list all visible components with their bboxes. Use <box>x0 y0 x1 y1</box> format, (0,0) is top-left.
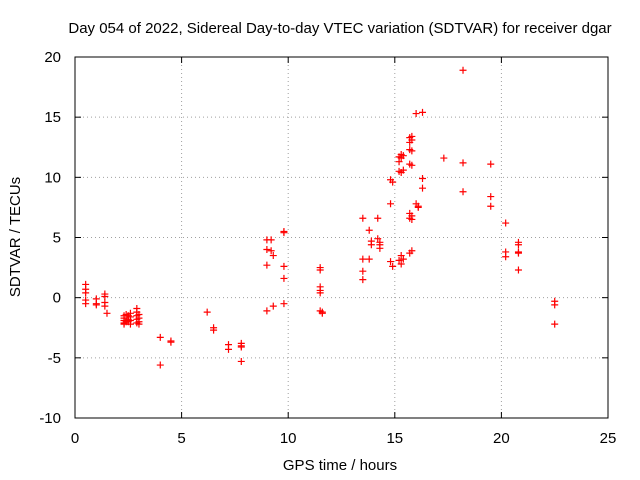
data-point <box>82 300 90 308</box>
data-point <box>387 258 395 266</box>
data-points <box>82 66 559 369</box>
data-point <box>359 255 367 263</box>
data-point <box>412 110 420 118</box>
data-point <box>267 247 275 255</box>
data-point <box>514 241 522 249</box>
data-point <box>419 108 427 116</box>
data-point <box>389 178 397 186</box>
data-point <box>502 219 510 227</box>
y-axis-label: SDTVAR / TECUs <box>7 177 24 297</box>
data-point <box>408 247 416 255</box>
data-point <box>365 226 373 234</box>
data-point <box>210 326 218 334</box>
data-point <box>408 215 416 223</box>
y-tick-label: 0 <box>53 290 61 307</box>
data-point <box>101 292 109 300</box>
data-point <box>237 343 245 351</box>
data-point <box>267 236 275 244</box>
y-tick-label: 20 <box>44 49 61 66</box>
data-point <box>126 320 134 328</box>
data-point <box>389 262 397 270</box>
data-point <box>502 253 510 261</box>
data-point <box>399 166 407 174</box>
data-point <box>408 136 416 144</box>
data-point <box>135 320 143 328</box>
data-point <box>459 188 467 196</box>
y-tick-label: -10 <box>39 410 61 427</box>
y-tick-labels: -10 -5 0 5 10 15 20 <box>39 49 61 427</box>
data-point <box>459 66 467 74</box>
data-point <box>263 246 271 254</box>
data-point <box>440 154 448 162</box>
data-point <box>408 147 416 155</box>
data-point <box>397 260 405 268</box>
data-point <box>280 262 288 270</box>
data-point <box>419 175 427 183</box>
data-point <box>399 152 407 160</box>
x-tick-labels: 0 5 10 15 20 25 <box>71 430 617 447</box>
plot-frame <box>74 56 609 419</box>
data-point <box>237 357 245 365</box>
y-tick-label: -5 <box>48 350 61 367</box>
data-point <box>387 200 395 208</box>
data-point <box>318 309 326 317</box>
data-point <box>263 261 271 269</box>
data-point <box>280 274 288 282</box>
data-point <box>419 184 427 192</box>
data-point <box>359 267 367 275</box>
chart-title: Day 054 of 2022, Sidereal Day-to-day VTE… <box>68 20 611 37</box>
data-point <box>514 249 522 257</box>
data-point <box>269 252 277 260</box>
data-point <box>376 244 384 252</box>
data-point <box>92 301 100 309</box>
data-point <box>551 320 559 328</box>
data-point <box>316 289 324 297</box>
data-point <box>203 308 211 316</box>
data-point <box>280 229 288 237</box>
data-point <box>395 158 403 166</box>
data-point <box>551 301 559 309</box>
data-point <box>225 345 233 353</box>
data-point <box>374 235 382 243</box>
x-tick-label: 20 <box>493 430 510 447</box>
data-point <box>397 252 405 260</box>
data-point <box>82 289 90 297</box>
axis-ticks <box>74 56 609 419</box>
data-point <box>514 266 522 274</box>
x-tick-label: 10 <box>280 430 297 447</box>
data-point <box>156 333 164 341</box>
x-tick-label: 15 <box>386 430 403 447</box>
data-point <box>316 266 324 274</box>
data-point <box>103 309 111 317</box>
data-point <box>487 160 495 168</box>
x-tick-label: 25 <box>600 430 617 447</box>
data-point <box>269 302 277 310</box>
y-tick-label: 15 <box>44 109 61 126</box>
x-axis-label: GPS time / hours <box>283 457 397 474</box>
data-point <box>280 300 288 308</box>
x-tick-label: 5 <box>177 430 185 447</box>
data-point <box>487 193 495 201</box>
data-point <box>399 255 407 263</box>
data-point <box>459 159 467 167</box>
data-point <box>365 255 373 263</box>
data-point <box>487 202 495 210</box>
data-point <box>359 276 367 284</box>
data-point <box>101 302 109 310</box>
data-point <box>263 307 271 315</box>
data-point <box>374 214 382 222</box>
data-point <box>359 214 367 222</box>
y-tick-label: 10 <box>44 169 61 186</box>
data-point <box>156 361 164 369</box>
data-point <box>408 161 416 169</box>
x-tick-label: 0 <box>71 430 79 447</box>
data-point <box>395 256 403 264</box>
data-point <box>367 241 375 249</box>
grid-lines <box>75 57 608 418</box>
y-tick-label: 5 <box>53 230 61 247</box>
data-point <box>167 338 175 346</box>
data-point <box>414 203 422 211</box>
